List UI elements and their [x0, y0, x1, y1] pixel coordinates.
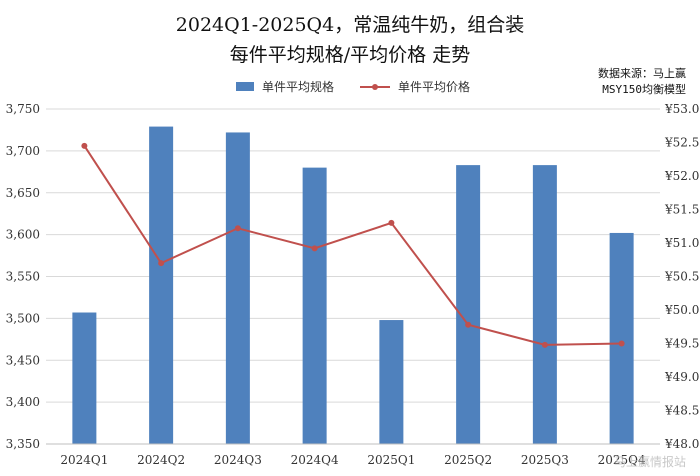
bar: [379, 320, 404, 444]
y-right-tick-label: ¥51.50: [664, 203, 700, 217]
legend-item-bar: 单件平均规格: [236, 78, 334, 95]
y-right-tick-label: ¥50.00: [664, 303, 700, 317]
y-left-tick-label: 3,650: [6, 186, 40, 200]
price-point: [158, 260, 165, 267]
y-left-tick-label: 3,600: [6, 228, 40, 242]
x-tick-label: 2025Q2: [444, 453, 492, 467]
bar: [609, 232, 634, 444]
y-left-tick-label: 3,500: [6, 311, 40, 325]
price-point: [81, 142, 88, 149]
legend-bar-swatch: [236, 82, 254, 91]
legend: 单件平均规格 单件平均价格: [236, 78, 470, 95]
x-tick-label: 2024Q4: [291, 453, 339, 467]
legend-bar-label: 单件平均规格: [262, 80, 335, 94]
x-tick-label: 2025Q3: [521, 453, 569, 467]
x-tick-label: 2024Q2: [137, 453, 185, 467]
x-tick-label: 2025Q4: [598, 453, 646, 467]
price-point: [388, 219, 395, 226]
y-right-tick-label: ¥53.00: [664, 102, 700, 116]
x-tick-label: 2024Q1: [60, 453, 108, 467]
x-tick-label: 2025Q1: [367, 453, 415, 467]
price-point: [541, 341, 548, 348]
source-note: 数据来源：马上赢 MSY150均衡模型: [598, 66, 686, 98]
legend-line-label: 单件平均价格: [398, 80, 471, 94]
y-right-tick-label: ¥49.00: [664, 370, 700, 384]
y-right-tick-label: ¥48.50: [664, 404, 700, 418]
watermark: 马上赢情报站: [613, 455, 686, 469]
bar: [532, 165, 557, 445]
y-right-tick-label: ¥50.50: [664, 270, 700, 284]
source-line-1: 数据来源：马上赢: [598, 67, 686, 80]
y-left-tick-label: 3,750: [6, 102, 40, 116]
y-right-tick-label: ¥48.00: [664, 437, 700, 451]
y-right-tick-label: ¥51.00: [664, 236, 700, 250]
bar: [72, 312, 97, 444]
bar: [225, 132, 250, 444]
bar: [456, 165, 481, 445]
y-left-tick-label: 3,350: [6, 437, 40, 451]
legend-line-swatch: [360, 82, 391, 92]
bar: [302, 167, 327, 444]
y-left-tick-label: 3,400: [6, 395, 40, 409]
price-point: [311, 245, 318, 252]
price-point: [618, 340, 625, 347]
y-left-tick-label: 3,450: [6, 353, 40, 367]
y-right-tick-label: ¥49.50: [664, 337, 700, 351]
source-line-2: MSY150均衡模型: [602, 83, 686, 96]
chart-title: 2024Q1-2025Q4，常温纯牛奶，组合装: [175, 14, 525, 36]
x-tick-label: 2024Q3: [214, 453, 262, 467]
y-left-tick-label: 3,700: [6, 144, 40, 158]
price-line: [83, 145, 622, 346]
y-left-tick-label: 3,550: [6, 270, 40, 284]
price-point: [465, 321, 472, 328]
price-point: [234, 225, 241, 232]
chart-subtitle: 每件平均规格/平均价格 走势: [229, 44, 471, 66]
bar: [149, 126, 174, 445]
legend-item-line: 单件平均价格: [360, 78, 470, 95]
y-right-tick-label: ¥52.00: [664, 169, 700, 183]
y-right-tick-label: ¥52.50: [664, 136, 700, 150]
